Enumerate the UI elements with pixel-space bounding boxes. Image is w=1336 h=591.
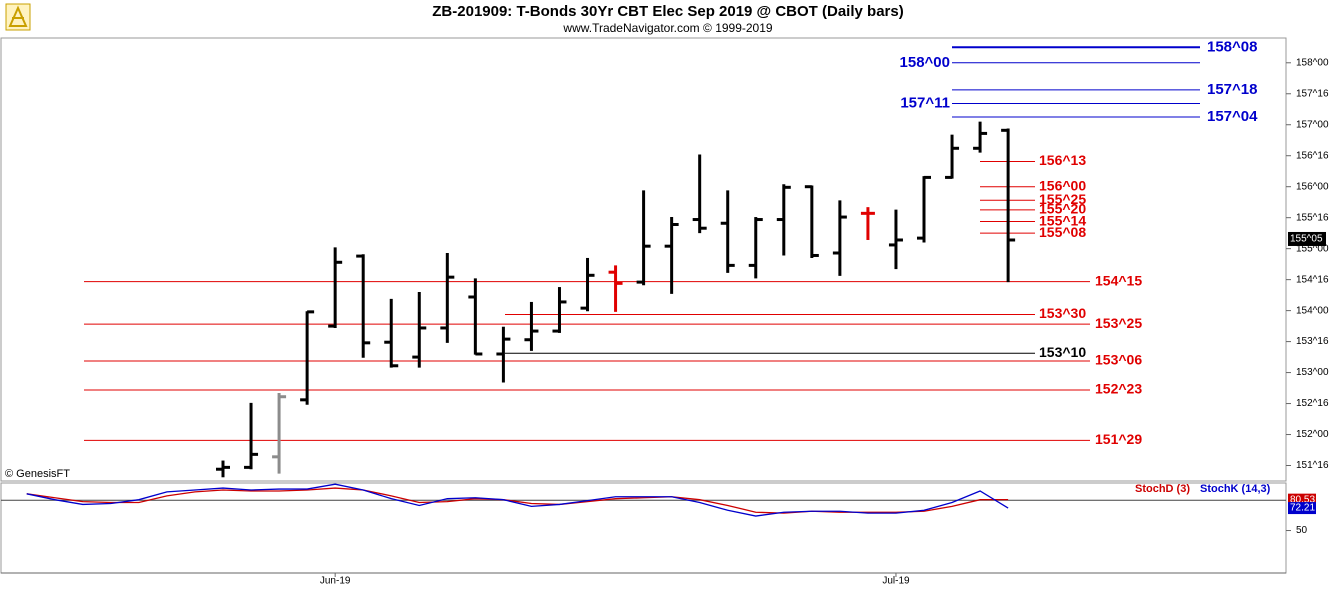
level-label: 157^11 — [900, 94, 950, 111]
value-label: 80.53 — [1290, 494, 1315, 505]
y-tick-label: 152^16 — [1296, 398, 1329, 409]
stoch-tick-label: 50 — [1296, 525, 1308, 536]
level-label: 154^15 — [1095, 272, 1142, 288]
y-tick-label: 152^00 — [1296, 429, 1329, 440]
y-tick-label: 153^00 — [1296, 367, 1329, 378]
level-label: 153^06 — [1095, 352, 1142, 368]
source: © GenesisFT — [5, 468, 70, 480]
level-label: 158^08 — [1207, 38, 1257, 55]
level-label: 151^29 — [1095, 431, 1142, 447]
value-label: 72.21 — [1290, 503, 1315, 514]
legend-entry: StochD (3) — [1135, 483, 1190, 495]
x-tick-label: Jun-19 — [320, 576, 351, 587]
last-price-label: 155^05 — [1290, 234, 1323, 245]
level-label: 152^23 — [1095, 381, 1142, 397]
y-tick-label: 156^00 — [1296, 181, 1329, 192]
legend-entry: StochK (14,3) — [1200, 483, 1271, 495]
level-label: 153^25 — [1095, 315, 1142, 331]
last-price-box — [1288, 231, 1326, 246]
level-label: 153^10 — [1039, 344, 1086, 360]
level-label: 155^20 — [1039, 201, 1086, 217]
stoch-line — [26, 483, 1009, 517]
y-tick-label: 153^16 — [1296, 336, 1329, 347]
y-tick-label: 155^00 — [1296, 243, 1329, 254]
y-tick-label: 157^16 — [1296, 88, 1329, 99]
logo — [5, 3, 31, 31]
level-label: 155^25 — [1039, 191, 1086, 207]
y-tick-label: 154^16 — [1296, 274, 1329, 285]
level-label: 158^00 — [900, 54, 950, 71]
level-label: 156^00 — [1039, 177, 1086, 193]
chart-title: ZB-201909: T-Bonds 30Yr CBT Elec Sep 201… — [432, 3, 903, 20]
chart-subtitle: www.TradeNavigator.com © 1999-2019 — [562, 21, 772, 35]
y-tick-label: 151^16 — [1296, 460, 1329, 471]
level-label: 156^13 — [1039, 152, 1086, 168]
y-tick-label: 157^00 — [1296, 119, 1329, 130]
level-label: 157^18 — [1207, 81, 1257, 98]
y-tick-label: 155^16 — [1296, 212, 1329, 223]
level-label: 153^30 — [1039, 305, 1086, 321]
x-tick-label: Jul-19 — [882, 576, 910, 587]
level-label: 155^08 — [1039, 224, 1086, 240]
y-tick-label: 156^16 — [1296, 150, 1329, 161]
stoch-line — [26, 487, 1009, 514]
y-tick-label: 158^00 — [1296, 57, 1329, 68]
value-box — [1288, 502, 1316, 515]
price-panel — [0, 37, 1287, 482]
y-tick-label: 154^00 — [1296, 305, 1329, 316]
level-label: 157^04 — [1207, 108, 1258, 125]
level-label: 155^14 — [1039, 212, 1086, 228]
